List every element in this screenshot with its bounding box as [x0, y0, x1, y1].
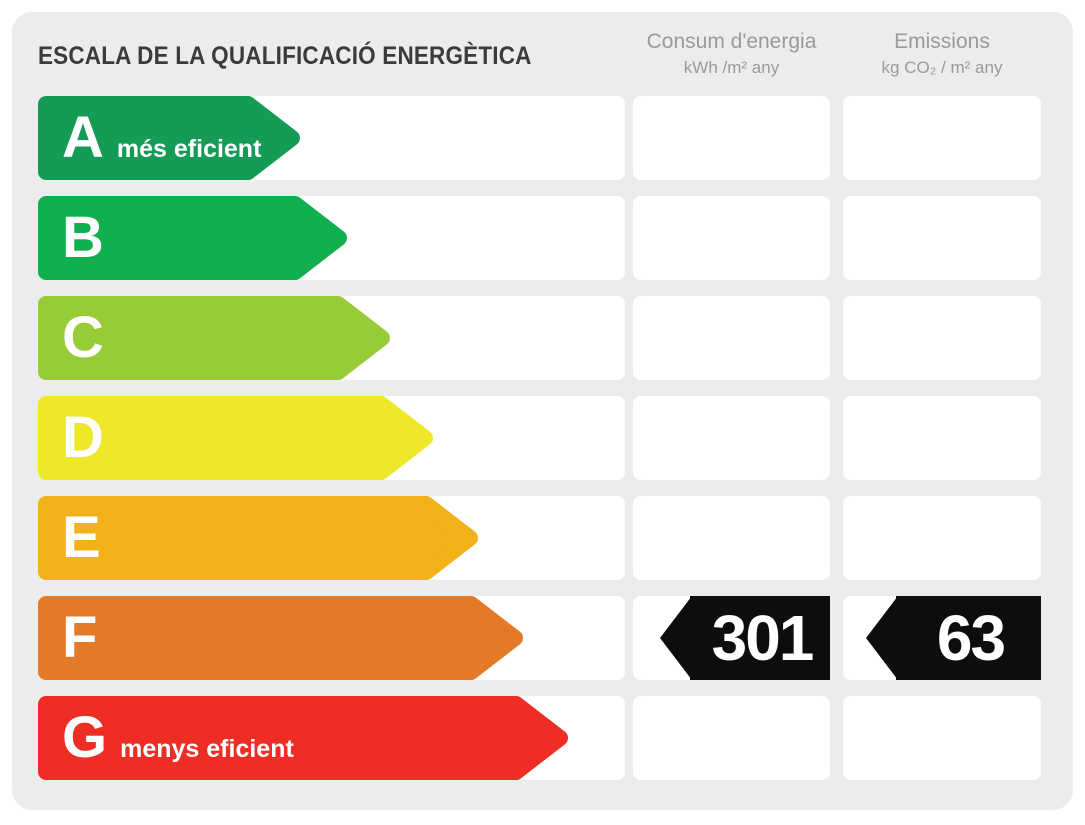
scale-row-c: C	[12, 296, 1073, 380]
rating-letter-g: G	[62, 705, 108, 770]
rating-arrow-g	[38, 696, 568, 780]
emissions-cell-b	[843, 196, 1041, 280]
scale-band-b: B	[38, 196, 625, 280]
rating-arrow-b-label: B	[62, 209, 104, 267]
scale-row-g: G menys eficient	[12, 696, 1073, 780]
emissions-column-header: Emissions kg CO₂ / m² any	[843, 28, 1041, 80]
energy-certificate-panel: ESCALA DE LA QUALIFICACIÓ ENERGÈTICA Con…	[12, 12, 1073, 810]
consumption-cell-c	[633, 296, 830, 380]
rating-arrow-a	[38, 96, 300, 180]
rating-arrow-e-label: E	[62, 509, 101, 567]
consumption-value-badge: 301	[660, 596, 830, 680]
scale-band-g: G menys eficient	[38, 696, 625, 780]
consumption-cell-f: 301	[633, 596, 830, 680]
scale-band-a: A més eficient	[38, 96, 625, 180]
emissions-cell-e	[843, 496, 1041, 580]
consumption-cell-d	[633, 396, 830, 480]
scale-row-a: A més eficient	[12, 96, 1073, 180]
rating-arrow-d	[38, 396, 433, 480]
scale-row-d: D	[12, 396, 1073, 480]
emissions-units: kg CO₂ / m² any	[881, 58, 1003, 77]
rating-letter-e: E	[62, 505, 101, 570]
emissions-label: Emissions	[894, 30, 990, 53]
rating-letter-a: A	[62, 105, 104, 170]
rating-arrow-f	[38, 596, 523, 680]
rating-arrow-c	[38, 296, 390, 380]
rating-arrow-e	[38, 496, 478, 580]
emissions-cell-g	[843, 696, 1041, 780]
consumption-cell-a	[633, 96, 830, 180]
consumption-cell-b	[633, 196, 830, 280]
rating-arrow-f-label: F	[62, 609, 97, 667]
emissions-cell-d	[843, 396, 1041, 480]
scale-row-f: F 301 63	[12, 596, 1073, 680]
emissions-cell-c	[843, 296, 1041, 380]
consumption-label: Consum d'energia	[646, 30, 817, 53]
most-efficient-note: més eficient	[116, 135, 262, 163]
scale-band-f: F	[38, 596, 625, 680]
scale-band-d: D	[38, 396, 625, 480]
page-title: ESCALA DE LA QUALIFICACIÓ ENERGÈTICA	[38, 42, 532, 70]
rating-letter-d: D	[62, 405, 104, 470]
rating-arrow-g-label: G menys eficient	[62, 709, 294, 767]
scale-band-e: E	[38, 496, 625, 580]
rating-arrow-c-label: C	[62, 309, 104, 367]
scale-row-b: B	[12, 196, 1073, 280]
rating-arrow-d-label: D	[62, 409, 104, 467]
rating-arrow-a-label: A més eficient	[62, 109, 261, 167]
rating-arrow-b	[38, 196, 347, 280]
emissions-cell-f: 63	[843, 596, 1041, 680]
consumption-units: kWh /m² any	[683, 58, 780, 77]
rating-letter-c: C	[62, 305, 104, 370]
emissions-cell-a	[843, 96, 1041, 180]
consumption-cell-e	[633, 496, 830, 580]
rating-letter-f: F	[62, 605, 98, 670]
emissions-value-badge: 63	[866, 596, 1041, 680]
scale-band-c: C	[38, 296, 625, 380]
least-efficient-note: menys eficient	[120, 735, 294, 763]
scale-row-e: E	[12, 496, 1073, 580]
consumption-column-header: Consum d'energia kWh /m² any	[633, 28, 830, 80]
consumption-cell-g	[633, 696, 830, 780]
rating-letter-b: B	[62, 205, 104, 270]
